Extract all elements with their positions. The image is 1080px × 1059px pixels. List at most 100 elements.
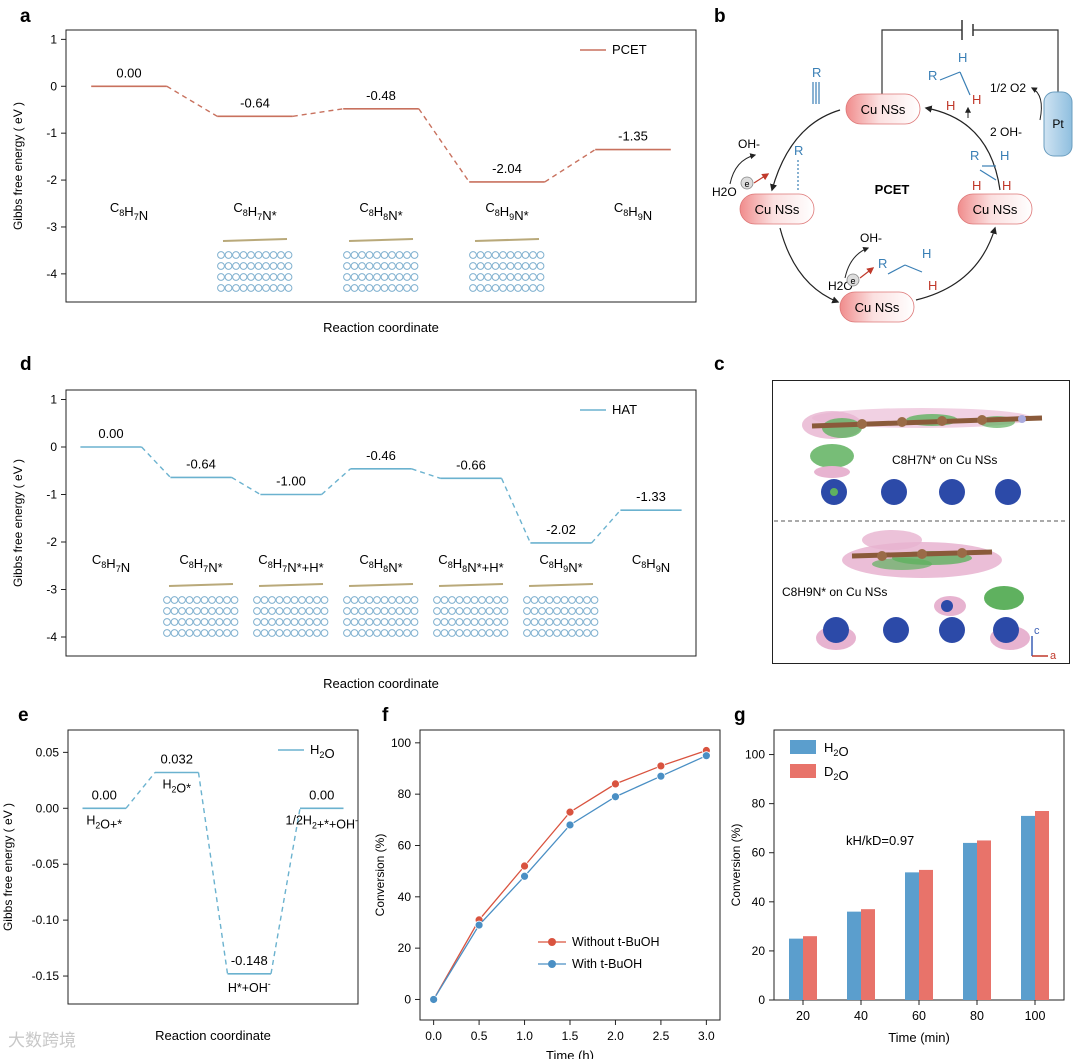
energy-value-label: -2.02 — [546, 522, 576, 537]
surface-atom — [560, 618, 569, 626]
surface-atom — [215, 618, 224, 626]
surface-atom — [298, 596, 306, 604]
energy-connector — [418, 108, 470, 183]
surface-atom — [200, 607, 209, 615]
y-tick-label: 0 — [50, 440, 57, 454]
x-tick-label: 1.0 — [516, 1029, 533, 1043]
surface-atom — [523, 607, 531, 615]
y-axis-label: Gibbs free energy ( eV ) — [1, 803, 15, 931]
y-axis-label: Gibbs free energy ( eV ) — [11, 102, 25, 230]
legend-marker — [548, 960, 556, 968]
x-tick-label: 2.0 — [607, 1029, 624, 1043]
x-tick-label: 2.5 — [653, 1029, 670, 1043]
chart-f-conversion: 0 20 40 60 80 100 0.0 0.5 1.0 1.5 2.0 2.5 3.0 Convers… — [373, 729, 721, 1059]
surface-atom — [170, 618, 179, 626]
y-tick-label: 80 — [398, 787, 412, 801]
legend-label: H2O — [824, 740, 849, 759]
surface-slab — [523, 583, 599, 637]
surface-atom — [277, 273, 285, 281]
y-tick-label: 0 — [758, 993, 765, 1007]
surface-atom — [403, 251, 411, 259]
surface-atom — [553, 596, 561, 604]
energy-connector — [292, 108, 344, 117]
legend-label: With t-BuOH — [572, 957, 642, 971]
surface-atom — [485, 596, 494, 604]
surface-atom — [313, 596, 321, 604]
surface-atom — [545, 618, 554, 626]
species-label: H2O* — [163, 777, 192, 795]
surface-atom — [208, 607, 216, 615]
y-tick-label: -1 — [46, 488, 57, 502]
x-axis-label: Reaction coordinate — [323, 676, 439, 691]
oh2-label: 2 OH- — [990, 125, 1022, 139]
bottom-cu-atoms — [816, 600, 1030, 650]
surface-atom — [568, 607, 576, 615]
y-tick-label: -1 — [46, 126, 57, 140]
surface-atom — [224, 262, 233, 270]
surface-atom — [232, 284, 240, 292]
surface-atom — [575, 607, 584, 615]
surface-atom — [590, 596, 599, 604]
surface-atom — [358, 284, 366, 292]
surface-atom — [284, 284, 293, 292]
energy-value-label: -0.66 — [456, 457, 486, 472]
surface-atom — [410, 284, 419, 292]
surface-atom — [538, 607, 546, 615]
h-product-3: H — [972, 92, 981, 107]
surface-atom — [448, 607, 456, 615]
surface-atom — [247, 262, 255, 270]
y-axis-label: Conversion (%) — [373, 834, 387, 917]
surface-atom — [223, 596, 231, 604]
surface-atom — [283, 629, 291, 637]
surface-atom — [178, 629, 186, 637]
surface-slab — [343, 583, 419, 637]
surface-atom — [268, 596, 276, 604]
surface-atom — [380, 262, 389, 270]
surface-atom — [247, 251, 255, 259]
surface-atom — [365, 629, 374, 637]
energy-connector — [197, 772, 229, 974]
surface-atom — [530, 596, 539, 604]
surface-atom — [568, 596, 576, 604]
svg-text:Cu NSs: Cu NSs — [861, 102, 906, 117]
surface-atom — [545, 607, 554, 615]
surface-atom — [313, 607, 321, 615]
adsorbate — [348, 583, 414, 587]
surface-atom — [388, 618, 396, 626]
surface-atom — [284, 262, 293, 270]
y-tick-label: -2 — [46, 173, 57, 187]
surface-atom — [217, 262, 225, 270]
surface-atom — [521, 284, 530, 292]
surface-atom — [373, 607, 381, 615]
surface-atom — [583, 618, 591, 626]
surface-atom — [403, 273, 411, 281]
surface-atom — [305, 629, 314, 637]
surface-atom — [254, 284, 263, 292]
y-tick-label: 20 — [398, 941, 412, 955]
surface-atom — [448, 596, 456, 604]
surface-atom — [395, 596, 404, 604]
surface-atom — [538, 596, 546, 604]
surface-atom — [395, 262, 404, 270]
surface-atom — [254, 262, 263, 270]
bar — [1021, 815, 1035, 1000]
x-axis-label: Reaction coordinate — [323, 320, 439, 335]
surface-atom — [178, 596, 186, 604]
surface-atom — [239, 262, 248, 270]
surface-atom — [455, 596, 464, 604]
surface-atom — [298, 618, 306, 626]
surface-atom — [358, 596, 366, 604]
surface-atom — [373, 251, 381, 259]
surface-atom — [343, 262, 351, 270]
surface-atom — [365, 596, 374, 604]
surface-atom — [410, 251, 419, 259]
surface-atom — [163, 629, 171, 637]
surface-atom — [463, 596, 471, 604]
y-tick-label: 0.05 — [36, 745, 60, 759]
bar — [789, 938, 803, 1000]
panel-c-charge-density: C8H7N* on Cu NSs C8H9N* on Cu NSs c a — [772, 380, 1070, 664]
plot-frame — [419, 729, 721, 1021]
surface-atom — [343, 607, 351, 615]
series-line — [433, 755, 707, 1000]
surface-atom — [499, 284, 507, 292]
